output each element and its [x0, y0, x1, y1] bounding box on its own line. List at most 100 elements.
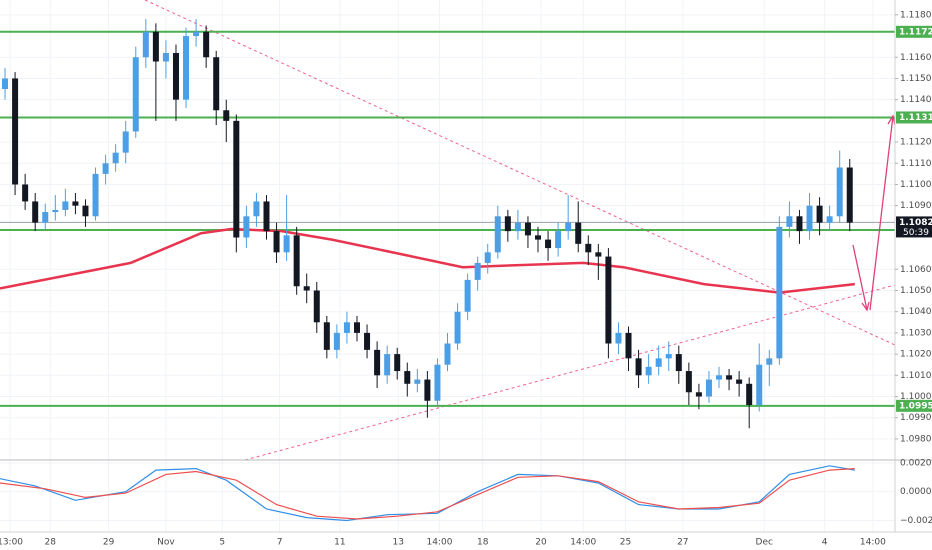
- y-tick-label: 1.09900: [900, 413, 932, 423]
- y-tick-label: 1.10200: [900, 350, 932, 360]
- arrow-head: [861, 301, 870, 312]
- candle-body: [504, 216, 511, 232]
- y-tick-label: 1.11600: [900, 53, 932, 63]
- candle-body: [575, 222, 582, 244]
- x-tick-label: Nov: [157, 538, 175, 548]
- candle-body: [625, 332, 632, 359]
- candle-body: [183, 36, 190, 100]
- candle-body: [585, 243, 592, 253]
- candle-body: [122, 131, 129, 153]
- candle-body: [464, 279, 471, 312]
- y-tick-label: 1.10400: [900, 307, 932, 317]
- y-tick-label: 1.10600: [900, 265, 932, 275]
- candle-body: [484, 252, 491, 263]
- x-tick-label: 4: [822, 538, 828, 548]
- x-tick-label: 14:00: [426, 538, 452, 548]
- candle-body: [313, 290, 320, 323]
- candle-body: [474, 262, 481, 280]
- candle-body: [384, 354, 391, 376]
- indicator-tick-label: 0.00000: [900, 487, 932, 497]
- candle-body: [545, 239, 552, 249]
- plot: [0, 19, 895, 522]
- candle-body: [152, 31, 159, 62]
- candle-body: [846, 167, 853, 223]
- arrow: [852, 244, 868, 311]
- candle-body: [424, 379, 431, 401]
- candle-body: [142, 31, 149, 58]
- candle-body: [595, 252, 602, 257]
- candle-body: [102, 163, 109, 174]
- level-tag-label: 1.11720: [899, 27, 932, 37]
- level-tag: 1.09956: [896, 399, 932, 412]
- x-tick-label: 20: [535, 538, 547, 548]
- x-tick-label: 13: [392, 538, 403, 548]
- x-tick-label: Dec: [756, 538, 773, 548]
- candle-body: [454, 311, 461, 344]
- candle-body: [836, 167, 843, 217]
- candle-body: [283, 235, 290, 253]
- candle-body: [635, 358, 642, 376]
- level-tag-label: 1.11316: [899, 113, 932, 123]
- level-tag: 1.11720: [896, 25, 932, 38]
- y-tick-label: 1.10500: [900, 286, 932, 296]
- candle-body: [796, 216, 803, 232]
- x-tick-label: 11: [334, 538, 345, 548]
- candle-body: [374, 349, 381, 376]
- candle-body: [756, 364, 763, 405]
- candle-body: [736, 379, 743, 384]
- candle-body: [685, 371, 692, 393]
- x-tick-label: 18: [477, 538, 489, 548]
- arrow: [869, 115, 894, 311]
- projection-arrows: [852, 114, 896, 312]
- candle-body: [22, 184, 29, 202]
- candle-body: [62, 201, 69, 210]
- countdown: 50:39: [903, 228, 929, 238]
- candle-body: [695, 392, 702, 397]
- candle-body: [333, 332, 340, 350]
- candle-body: [343, 322, 350, 333]
- candle-body: [172, 53, 179, 100]
- x-tick-label: 27: [677, 538, 688, 548]
- candle-body: [243, 216, 250, 238]
- candle-body: [193, 31, 200, 37]
- candle-body: [675, 354, 682, 372]
- candle-body: [364, 332, 371, 350]
- candle-body: [273, 231, 280, 253]
- moving-average: [0, 227, 855, 294]
- candle-body: [726, 375, 733, 380]
- candle-body: [776, 226, 783, 359]
- y-tick-label: 1.10300: [900, 328, 932, 338]
- x-tick-label: 25: [620, 538, 631, 548]
- candle-body: [12, 78, 19, 185]
- candle-body: [132, 57, 139, 132]
- candle-body: [303, 286, 310, 291]
- grid: [0, 0, 895, 532]
- candle-body: [655, 358, 662, 367]
- candle-body: [826, 216, 833, 223]
- candle-body: [293, 235, 300, 287]
- candle-body: [494, 216, 501, 253]
- candle-body: [786, 216, 793, 227]
- y-tick-label: 1.11400: [900, 95, 932, 105]
- y-tick-label: 1.10900: [900, 201, 932, 211]
- candle-body: [203, 31, 210, 58]
- y-tick-label: 1.10000: [900, 392, 932, 402]
- candle-body: [645, 366, 652, 376]
- last-price-bg: [896, 216, 932, 238]
- candle-body: [434, 364, 441, 401]
- candle-body: [716, 375, 723, 380]
- candle-body: [263, 201, 270, 232]
- candle-body: [353, 322, 360, 333]
- candle-body: [555, 231, 562, 249]
- candle-body: [806, 205, 813, 232]
- candle-body: [746, 383, 753, 405]
- candle-body: [404, 371, 411, 384]
- last-price-tag: 1.1082150:39: [896, 216, 932, 238]
- candle-body: [52, 209, 59, 213]
- candle-body: [213, 57, 220, 111]
- y-tick-label: 1.10100: [900, 371, 932, 381]
